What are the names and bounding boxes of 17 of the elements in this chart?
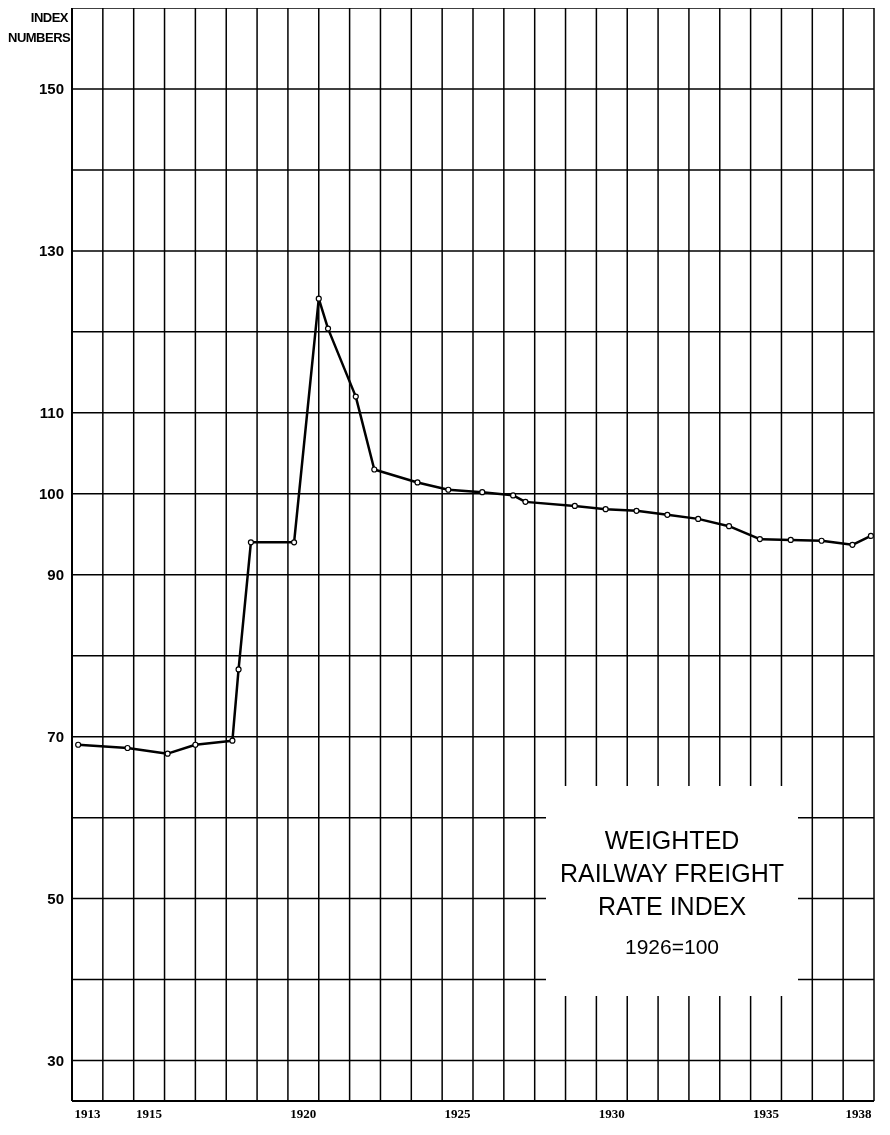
x-tick-label: 1930 xyxy=(598,1106,625,1122)
y-tick-label: 50 xyxy=(47,889,64,907)
y-tick-label: 100 xyxy=(38,485,64,503)
y-axis-title: INDEX NUMBERS xyxy=(8,8,71,48)
x-tick-label: 1913 xyxy=(74,1106,101,1122)
x-tick-label: 1935 xyxy=(753,1106,780,1122)
y-tick-label: 130 xyxy=(38,242,64,260)
x-tick-label: 1938 xyxy=(845,1106,873,1122)
y-tick-label: 30 xyxy=(47,1051,64,1069)
y-tick-label: 70 xyxy=(47,727,64,745)
title-panel: WEIGHTED RAILWAY FREIGHT RATE INDEX 1926=100 xyxy=(546,786,798,996)
x-tick-label: 1925 xyxy=(444,1106,472,1122)
x-tick-label: 1920 xyxy=(290,1106,317,1122)
y-tick-label: 150 xyxy=(38,80,64,98)
y-tick-label: 110 xyxy=(39,404,64,422)
y-tick-label: 90 xyxy=(47,566,64,584)
x-tick-label: 1915 xyxy=(136,1106,163,1122)
